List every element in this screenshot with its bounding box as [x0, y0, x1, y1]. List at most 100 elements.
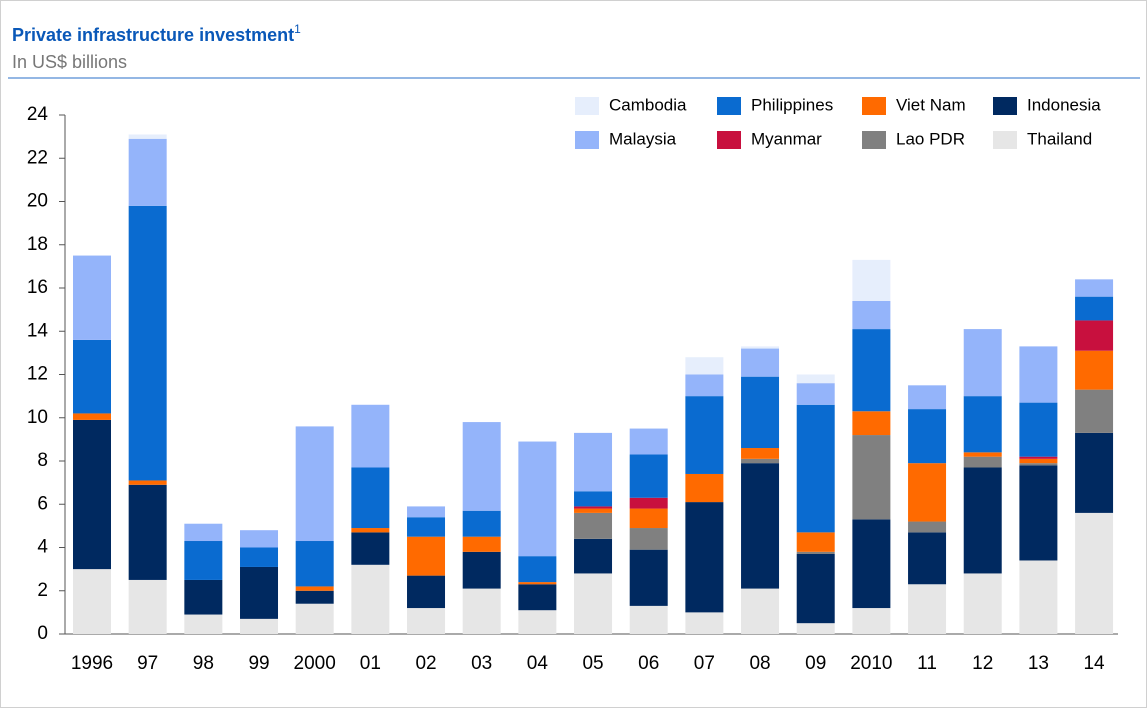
bar-segment [351, 564, 390, 634]
bar-segment [908, 385, 947, 410]
bar-segment [518, 441, 557, 557]
y-tick-label: 8 [37, 450, 48, 471]
bar-segment [908, 409, 947, 464]
bar-segment [462, 551, 501, 589]
bar-segment [351, 467, 390, 529]
bar-segment [73, 419, 111, 570]
chart-title: Private infrastructure investment1 [12, 22, 301, 45]
bar-segment [685, 374, 724, 397]
bar-segment [852, 435, 891, 520]
bar-segment [908, 584, 947, 634]
bar-segment [685, 612, 724, 634]
bar-segment [796, 404, 835, 533]
bar-segment [1075, 279, 1114, 297]
bar-segment [741, 346, 780, 349]
legend-label: Indonesia [1027, 95, 1101, 114]
bar-segment [685, 396, 724, 474]
y-tick-label: 14 [27, 320, 49, 341]
legend-swatch [575, 97, 599, 115]
x-tick-label: 2010 [850, 653, 892, 674]
bar-segment [963, 573, 1002, 634]
x-tick-label: 09 [805, 653, 826, 674]
bar-segment [351, 528, 390, 533]
x-tick-label: 03 [471, 653, 492, 674]
legend-label: Thailand [1027, 129, 1092, 148]
bar-segment [741, 588, 780, 634]
bar-segment [1075, 389, 1114, 433]
bar-segment [128, 480, 167, 485]
x-tick-label: 02 [415, 653, 436, 674]
bar-segment [852, 411, 891, 436]
bar-segment [407, 536, 446, 576]
bar-segment [1019, 456, 1058, 459]
x-tick-label: 07 [694, 653, 715, 674]
x-tick-label: 98 [193, 653, 214, 674]
y-tick-label: 6 [37, 493, 48, 514]
bar-segment [240, 530, 279, 548]
x-tick-label: 13 [1028, 653, 1049, 674]
bar-segment [796, 623, 835, 634]
bar-segment [407, 575, 446, 609]
bar-segment [908, 521, 947, 533]
legend-label: Cambodia [609, 95, 687, 114]
y-tick-label: 16 [27, 277, 48, 298]
bar-segment [629, 605, 668, 634]
y-tick-label: 18 [27, 234, 48, 255]
x-tick-label: 06 [638, 653, 659, 674]
bar-segment [1019, 458, 1058, 464]
legend-swatch [575, 131, 599, 149]
bar-segment [741, 458, 780, 464]
bar-segment [518, 556, 557, 583]
bar-segment [184, 579, 223, 615]
bar-segment [462, 588, 501, 634]
y-tick-label: 12 [27, 364, 48, 385]
legend-label: Myanmar [751, 129, 822, 148]
bar-segment [852, 300, 891, 330]
x-tick-label: 14 [1083, 653, 1105, 674]
y-tick-label: 10 [27, 407, 48, 428]
bar-segment [574, 508, 613, 513]
bar-segment [240, 566, 279, 619]
bar-segment [295, 541, 334, 587]
y-tick-label: 20 [27, 191, 48, 212]
bar-segment [796, 551, 835, 554]
x-tick-label: 2000 [294, 653, 336, 674]
bar-segment [574, 506, 613, 509]
bar-segment [1075, 432, 1114, 513]
bar-segment [351, 532, 390, 565]
bar-segment [574, 573, 613, 634]
bar-segment [629, 528, 668, 550]
bar-segment [1019, 560, 1058, 634]
y-tick-label: 0 [37, 623, 48, 644]
bar-segment [73, 413, 111, 420]
bar-segment [574, 491, 613, 507]
bar-segment [852, 608, 891, 634]
bar-segment [963, 452, 1002, 457]
legend-label: Malaysia [609, 129, 677, 148]
bar-segment [741, 448, 780, 459]
bar-segment [1075, 350, 1114, 390]
bar-segment [518, 582, 557, 585]
bar-segment [629, 428, 668, 455]
bar-segment [184, 523, 223, 542]
title-text: Private infrastructure investment [12, 25, 294, 45]
bar-segment [128, 134, 167, 139]
y-tick-label: 4 [37, 537, 48, 558]
bar-segment [1075, 296, 1114, 321]
x-tick-label: 11 [917, 653, 937, 674]
bar-segment [741, 463, 780, 589]
legend-swatch [862, 131, 886, 149]
x-tick-label: 99 [248, 653, 269, 674]
bar-segment [685, 357, 724, 375]
bar-segment [1019, 465, 1058, 561]
bar-segment [462, 422, 501, 511]
x-tick-label: 08 [749, 653, 770, 674]
bar-segment [295, 590, 334, 604]
bar-segment [685, 473, 724, 503]
legend-swatch [717, 131, 741, 149]
x-tick-label: 04 [527, 653, 549, 674]
legend-swatch [717, 97, 741, 115]
bar-segment [852, 519, 891, 609]
bar-segment [908, 532, 947, 585]
